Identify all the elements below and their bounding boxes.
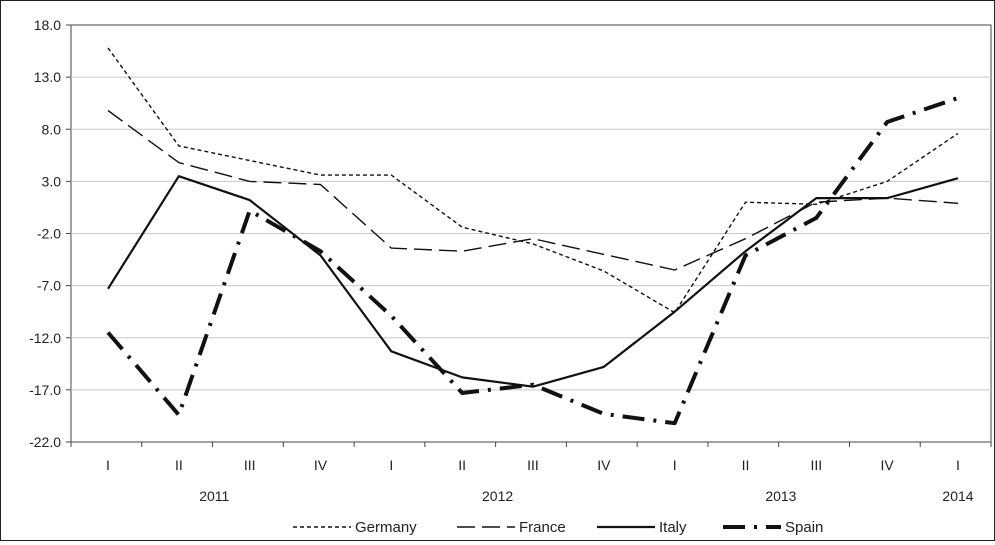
x-tick-label: I (389, 457, 393, 473)
x-tick-label: IV (881, 457, 895, 473)
y-tick-label: -7.0 (37, 278, 61, 294)
x-tick-label: II (175, 457, 183, 473)
x-tick-label: I (956, 457, 960, 473)
x-tick-label: III (527, 457, 539, 473)
y-tick-label: -12.0 (29, 330, 61, 346)
y-tick-label: 13.0 (34, 69, 61, 85)
y-axis: 18.0 13.0 8.0 3.0 -2.0 -7.0 -12.0 -17.0 -22.0 (29, 17, 71, 450)
legend-label: Spain (785, 519, 823, 536)
x-tick-label: IV (314, 457, 328, 473)
x-tick-label: III (810, 457, 822, 473)
series-line-spain (106, 96, 959, 426)
x-axis: I II III IV I II III IV I II III IV I (70, 442, 992, 473)
year-labels: 2011 2012 2013 2014 (199, 488, 974, 504)
x-tick-label: III (244, 457, 256, 473)
legend: Germany France Italy Spain (293, 519, 823, 536)
year-label: 2011 (199, 488, 229, 504)
x-tick-label: II (458, 457, 466, 473)
y-tick-label: 3.0 (42, 173, 62, 189)
legend-label: Italy (659, 519, 687, 536)
x-tick-label: II (742, 457, 750, 473)
x-tick-label: IV (597, 457, 611, 473)
series-line-germany (107, 47, 959, 314)
series-line-france (107, 109, 959, 271)
y-tick-label: 18.0 (34, 17, 61, 33)
year-label: 2012 (482, 488, 513, 504)
y-tick-label: -22.0 (29, 434, 61, 450)
series-lines (106, 47, 959, 426)
y-tick-label: 8.0 (42, 121, 62, 137)
x-tick-label: I (673, 457, 677, 473)
year-label: 2014 (942, 488, 973, 504)
x-tick-label: I (106, 457, 110, 473)
y-tick-label: -17.0 (29, 382, 61, 398)
legend-label: Germany (355, 519, 417, 536)
legend-label: France (519, 519, 566, 536)
year-label: 2013 (765, 488, 796, 504)
y-tick-label: -2.0 (37, 226, 61, 242)
gridlines (71, 76, 991, 391)
